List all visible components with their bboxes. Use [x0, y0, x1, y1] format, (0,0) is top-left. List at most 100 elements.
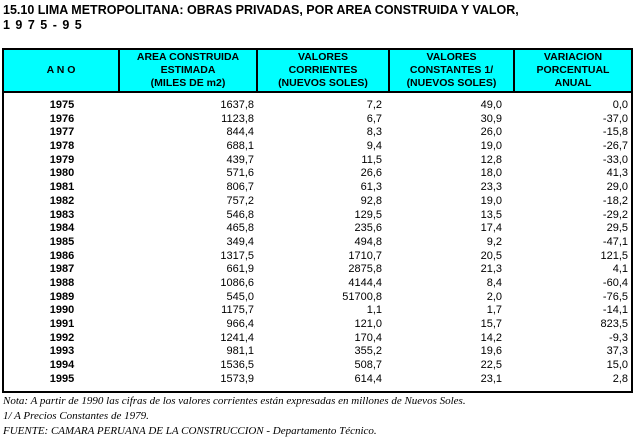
cell-variacion-porcentual: 2,8: [612, 372, 628, 385]
col-header-line: VALORES: [426, 51, 477, 63]
cell-area-construida: 1241,4: [220, 331, 254, 344]
table-row: 1978 688,1 9,4 19,0 -26,7: [4, 140, 631, 154]
cell-valores-corrientes: 26,6: [360, 167, 382, 180]
col-header-line: (MILES DE m2): [150, 77, 226, 89]
table-body: 1975 1637,8 7,2 49,0 0,0 1976 1123,8 6,7…: [4, 93, 631, 391]
cell-area-construida: 1536,5: [220, 359, 254, 372]
cell-valores-constantes: 26,0: [480, 126, 502, 139]
cell-year: 1995: [49, 372, 75, 385]
col-header-line: CONSTANTES 1/: [409, 64, 494, 76]
table-header-row: A N O AREA CONSTRUIDA ESTIMADA (MILES DE…: [4, 50, 631, 93]
cell-year: 1979: [49, 153, 75, 166]
cell-valores-constantes: 17,4: [480, 222, 502, 235]
cell-valores-constantes: 14,2: [480, 331, 502, 344]
table-row: 1990 1175,7 1,1 1,7 -14,1: [4, 304, 631, 318]
cell-valores-corrientes: 170,4: [354, 331, 382, 344]
cell-valores-corrientes: 61,3: [360, 181, 382, 194]
table-row: 1994 1536,5 508,7 22,5 15,0: [4, 359, 631, 373]
footnote-fuente: FUENTE: CAMARA PERUANA DE LA CONSTRUCCIO…: [3, 424, 377, 437]
table-row: 1977 844,4 8,3 26,0 -15,8: [4, 126, 631, 140]
table-row: 1985 349,4 494,8 9,2 -47,1: [4, 236, 631, 250]
cell-year: 1983: [49, 208, 75, 221]
cell-area-construida: 757,2: [226, 194, 254, 207]
cell-variacion-porcentual: -14,1: [602, 304, 628, 317]
cell-area-construida: 1637,8: [220, 99, 254, 111]
table-row: 1992 1241,4 170,4 14,2 -9,3: [4, 332, 631, 346]
cell-valores-constantes: 23,3: [480, 181, 502, 194]
table-row: 1982 757,2 92,8 19,0 -18,2: [4, 195, 631, 209]
cell-valores-corrientes: 6,7: [366, 112, 382, 125]
col-header-line: ESTIMADA: [160, 64, 216, 76]
cell-area-construida: 465,8: [226, 222, 254, 235]
cell-variacion-porcentual: -47,1: [602, 235, 628, 248]
cell-valores-constantes: 21,3: [480, 263, 502, 276]
table-row: 1991 966,4 121,0 15,7 823,5: [4, 318, 631, 332]
cell-valores-corrientes: 92,8: [360, 194, 382, 207]
cell-area-construida: 1175,7: [221, 304, 254, 317]
cell-variacion-porcentual: -15,8: [602, 126, 628, 139]
table-row: 1986 1317,5 1710,7 20,5 121,5: [4, 250, 631, 264]
cell-year: 1994: [49, 359, 75, 372]
cell-area-construida: 1086,6: [220, 276, 254, 289]
cell-valores-constantes: 2,0: [486, 290, 502, 303]
cell-variacion-porcentual: 15,0: [606, 359, 628, 372]
cell-area-construida: 966,4: [226, 318, 254, 330]
cell-area-construida: 1317,5: [220, 249, 254, 262]
cell-variacion-porcentual: -9,3: [609, 331, 628, 344]
footnotes: Nota: A partir de 1990 las cifras de los…: [3, 394, 466, 438]
cell-variacion-porcentual: -60,4: [602, 276, 628, 289]
cell-area-construida: 844,4: [226, 126, 254, 139]
col-header-variacion: VARIACION PORCENTUAL ANUAL: [515, 50, 631, 93]
cell-valores-corrientes: 508,7: [354, 359, 382, 372]
cell-variacion-porcentual: 4,1: [612, 263, 628, 276]
table-row: 1980 571,6 26,6 18,0 41,3: [4, 167, 631, 181]
cell-variacion-porcentual: 823,5: [600, 318, 628, 330]
cell-area-construida: 546,8: [226, 208, 254, 221]
col-header-ano: A N O: [4, 50, 120, 93]
cell-valores-constantes: 23,1: [480, 372, 502, 385]
col-header-line: A N O: [46, 64, 76, 76]
col-header-line: PORCENTUAL: [536, 64, 610, 76]
cell-valores-constantes: 8,4: [486, 276, 502, 289]
cell-area-construida: 545,0: [226, 290, 254, 303]
page-title: 15.10 LIMA METROPOLITANA: OBRAS PRIVADAS…: [3, 3, 519, 33]
cell-year: 1992: [49, 331, 75, 344]
cell-valores-constantes: 19,0: [480, 194, 502, 207]
cell-variacion-porcentual: 29,5: [606, 222, 628, 235]
table-row: 1976 1123,8 6,7 30,9 -37,0: [4, 113, 631, 127]
cell-valores-corrientes: 235,6: [354, 222, 382, 235]
cell-year: 1975: [49, 99, 75, 111]
cell-year: 1984: [49, 222, 75, 235]
cell-valores-corrientes: 614,4: [354, 372, 382, 385]
cell-year: 1989: [49, 290, 75, 303]
cell-valores-constantes: 22,5: [480, 359, 502, 372]
cell-valores-constantes: 12,8: [480, 153, 502, 166]
table-row: 1983 546,8 129,5 13,5 -29,2: [4, 209, 631, 223]
cell-year: 1980: [49, 167, 75, 180]
col-header-line: CORRIENTES: [288, 64, 358, 76]
cell-year: 1981: [49, 181, 75, 194]
table-row: 1979 439,7 11,5 12,8 -33,0: [4, 154, 631, 168]
cell-variacion-porcentual: 0,0: [612, 99, 628, 111]
cell-year: 1986: [49, 249, 75, 262]
cell-valores-constantes: 20,5: [480, 249, 502, 262]
title-line-2: 1 9 7 5 - 9 5: [3, 18, 83, 32]
cell-variacion-porcentual: 121,5: [600, 249, 628, 262]
cell-valores-constantes: 30,9: [480, 112, 502, 125]
cell-valores-corrientes: 51700,8: [342, 290, 382, 303]
cell-valores-constantes: 19,6: [480, 345, 502, 358]
cell-area-construida: 1123,8: [221, 112, 254, 125]
cell-valores-constantes: 49,0: [480, 99, 502, 111]
cell-area-construida: 349,4: [226, 235, 254, 248]
cell-valores-corrientes: 11,5: [361, 153, 382, 166]
cell-valores-constantes: 19,0: [480, 140, 502, 153]
cell-year: 1985: [49, 235, 75, 248]
footnote-precios-constantes: 1/ A Precios Constantes de 1979.: [3, 409, 149, 422]
cell-area-construida: 571,6: [226, 167, 254, 180]
col-header-line: VALORES: [298, 51, 348, 63]
cell-valores-constantes: 18,0: [480, 167, 502, 180]
col-header-valores-corrientes: VALORES CORRIENTES (NUEVOS SOLES): [258, 50, 390, 93]
cell-variacion-porcentual: -76,5: [602, 290, 628, 303]
cell-valores-corrientes: 121,0: [354, 318, 382, 330]
cell-year: 1982: [49, 194, 75, 207]
